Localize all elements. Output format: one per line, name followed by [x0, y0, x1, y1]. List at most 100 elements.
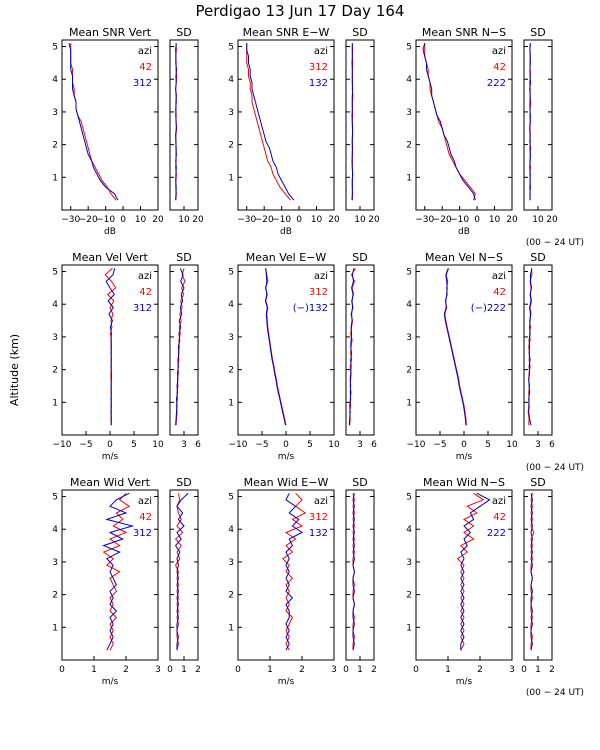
x-tick-label: 6: [195, 440, 201, 450]
x-tick-label: 10: [532, 215, 544, 225]
series-line-blue: [175, 43, 178, 201]
x-axis-label: m/s: [456, 677, 473, 687]
series-line-red: [282, 492, 307, 651]
y-tick-label: 2: [406, 366, 412, 376]
x-tick-label: 20: [368, 215, 380, 225]
panel-frame: [345, 489, 375, 661]
series-line-red: [70, 43, 117, 201]
panel-5: Mean SNR N−S −30−20−10 0 10 20 1 2 3 4 5 dB azi 42 22…: [406, 26, 518, 237]
x-tick-label: 2: [371, 665, 377, 675]
panel-6: SD 10 20: [523, 26, 558, 225]
x-tick-label: 10: [489, 215, 501, 225]
x-tick-label: 10: [135, 215, 147, 225]
panel-grid: Mean SNR Vert−30−20−10 0 10 2012345dBazi423…: [52, 26, 558, 687]
x-tick-label: 3: [331, 665, 337, 675]
legend-entry: 132: [309, 78, 328, 89]
x-tick-label: 6: [549, 440, 555, 450]
panel-2: SD 10 20: [169, 26, 204, 225]
legend-entry: (−)132: [293, 303, 328, 314]
x-tick-label: 10: [328, 440, 340, 450]
legend-header: azi: [492, 271, 506, 282]
panel-frame: [523, 489, 553, 661]
x-tick-label: 3: [155, 665, 161, 675]
series-line-red: [102, 492, 131, 651]
y-tick-label: 3: [406, 108, 412, 118]
panel-8: SD 3 6: [169, 251, 201, 450]
x-tick-label: 0: [107, 440, 113, 450]
x-tick-label: 2: [195, 665, 201, 675]
x-tick-label: 0: [120, 215, 126, 225]
y-tick-label: 4: [228, 525, 234, 535]
y-tick-label: 1: [52, 398, 58, 408]
x-tick-label: 0: [283, 440, 289, 450]
panel-9: Mean Vel E−W −10 −5 0 5 10 1 2 3 4 5 m/s azi 312 (−)13…: [228, 251, 340, 462]
y-tick-label: 1: [228, 398, 234, 408]
x-axis-label: m/s: [102, 677, 119, 687]
panel-11: Mean Vel N−S −10 −5 0 5 10 1 2 3 4 5 m/s azi 42 (−)222: [406, 251, 518, 462]
x-tick-label: 2: [549, 665, 555, 675]
y-tick-label: 5: [228, 493, 234, 503]
x-tick-label: 10: [311, 215, 323, 225]
legend-entry: 312: [309, 287, 328, 298]
panel-title: SD: [352, 476, 367, 489]
y-tick-label: 3: [228, 333, 234, 343]
y-tick-label: 2: [228, 366, 234, 376]
panel-frame: [345, 39, 375, 211]
legend-entry: 312: [133, 78, 152, 89]
series-line-blue: [530, 493, 533, 651]
y-tick-label: 4: [406, 525, 412, 535]
y-tick-label: 4: [52, 300, 58, 310]
x-tick-label: 3: [181, 440, 187, 450]
y-tick-label: 3: [52, 558, 58, 568]
y-tick-label: 3: [52, 333, 58, 343]
legend-entry: 42: [139, 512, 152, 523]
x-tick-label: 10: [506, 440, 518, 450]
panel-title: Mean Wid Vert: [70, 476, 151, 489]
panel-title: Mean Vel E−W: [246, 251, 327, 264]
x-axis-label: m/s: [456, 452, 473, 462]
panel-frame: [61, 489, 159, 661]
series-line-blue: [175, 268, 185, 426]
legend-entry: 222: [487, 528, 506, 539]
x-tick-label: 20: [546, 215, 558, 225]
series-line-blue: [443, 268, 467, 426]
legend-header: azi: [138, 46, 152, 57]
legend-entry: (−)222: [471, 303, 506, 314]
panel-10: SD 3 6: [345, 251, 377, 450]
x-tick-label: −20: [433, 215, 452, 225]
y-tick-label: 1: [406, 398, 412, 408]
y-tick-label: 2: [228, 141, 234, 151]
panel-frame: [169, 264, 199, 436]
x-tick-label: −5: [433, 440, 446, 450]
series-line-blue: [352, 493, 355, 651]
series-line-blue: [68, 43, 119, 201]
series-line-red: [424, 43, 476, 201]
legend-entry: 42: [493, 512, 506, 523]
y-tick-label: 2: [406, 141, 412, 151]
series-line-blue: [528, 268, 533, 426]
series-line-red: [175, 268, 186, 426]
x-tick-label: 1: [535, 665, 541, 675]
y-tick-label: 4: [406, 300, 412, 310]
y-tick-label: 2: [52, 591, 58, 601]
legend-header: azi: [138, 271, 152, 282]
y-tick-label: 4: [228, 300, 234, 310]
y-tick-label: 3: [406, 333, 412, 343]
x-tick-label: 1: [357, 665, 363, 675]
x-tick-label: 0: [474, 215, 480, 225]
x-tick-label: 0: [461, 440, 467, 450]
x-tick-label: 0: [343, 665, 349, 675]
panel-frame: [169, 489, 199, 661]
y-tick-label: 4: [52, 75, 58, 85]
panel-title: SD: [176, 476, 191, 489]
panel-title: SD: [530, 251, 545, 264]
panel-title: SD: [352, 251, 367, 264]
x-axis-label: m/s: [278, 677, 295, 687]
x-axis-label: dB: [458, 227, 470, 237]
y-tick-label: 1: [406, 623, 412, 633]
y-tick-label: 5: [406, 268, 412, 278]
x-tick-label: 3: [357, 440, 363, 450]
x-tick-label: 20: [328, 215, 340, 225]
